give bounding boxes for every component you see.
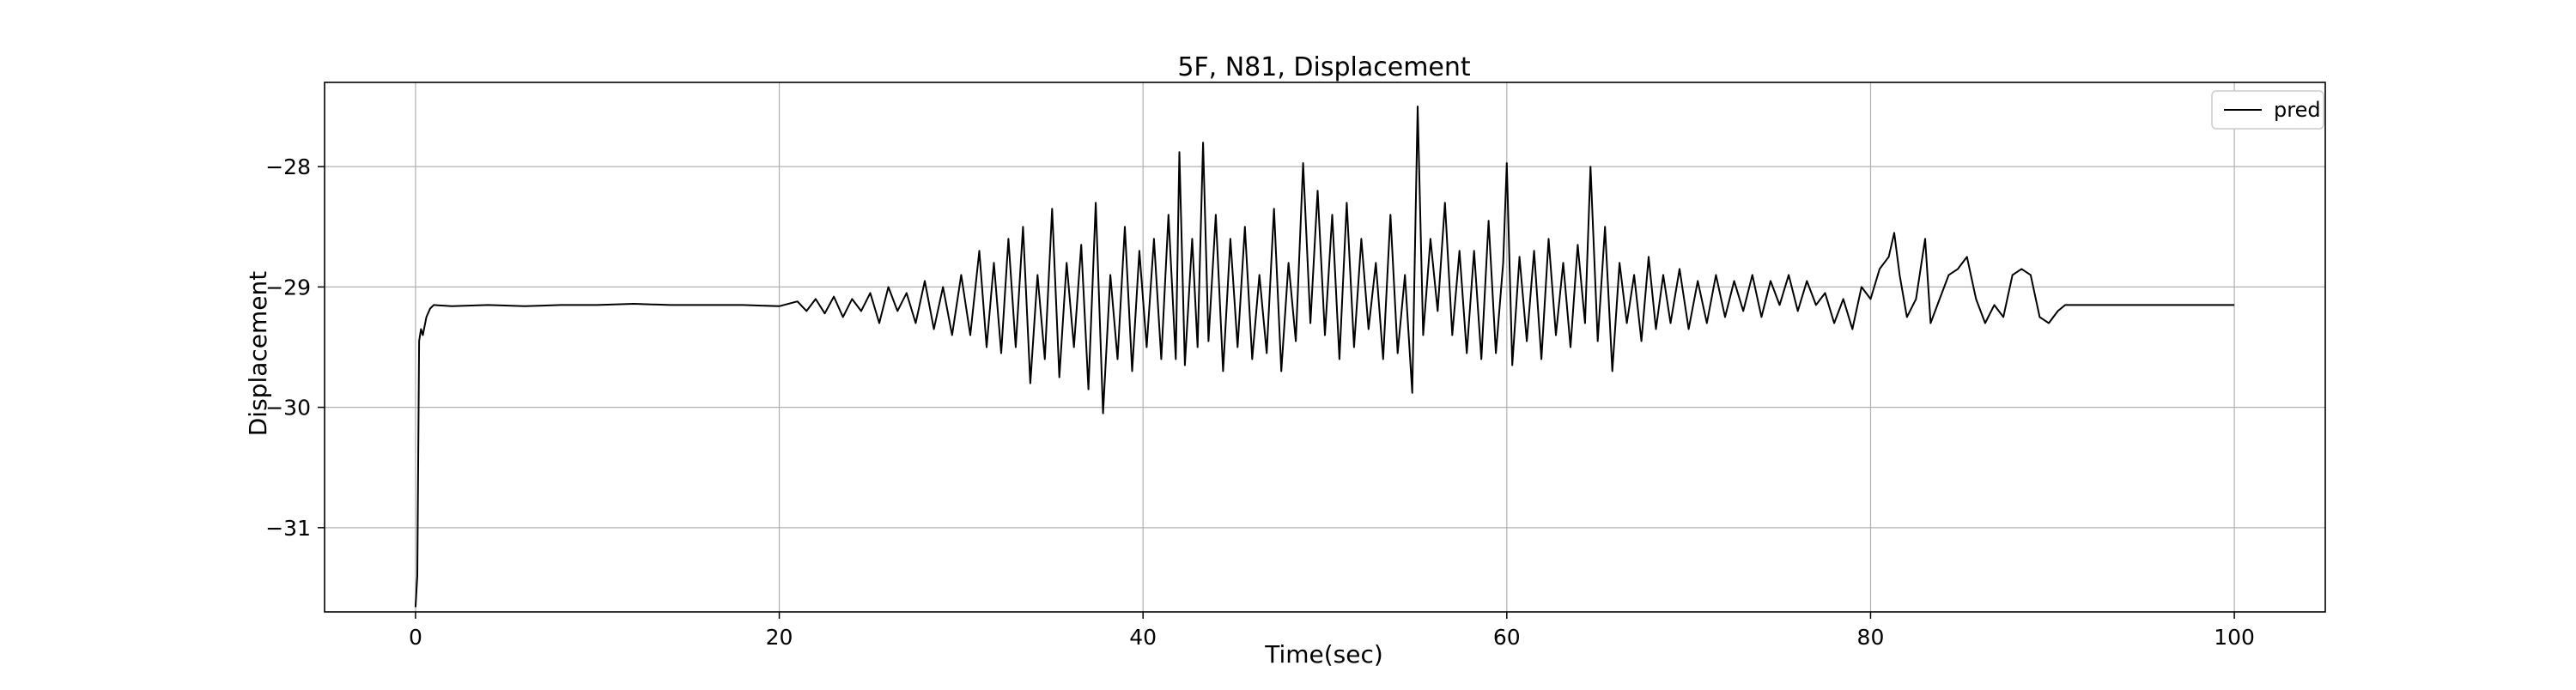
series-layer	[414, 106, 2235, 608]
y-tick-label--30: −30	[265, 396, 311, 421]
legend-label-pred: pred	[2274, 98, 2321, 122]
x-tick-label-40: 40	[1129, 625, 1157, 650]
legend-box	[2211, 90, 2324, 130]
legend: pred	[2211, 90, 2324, 130]
plot-frame	[324, 82, 2326, 613]
series-line-pred	[414, 106, 2235, 608]
y-tick-label--28: −28	[265, 154, 311, 179]
chart-title: 5F, N81, Displacement	[1177, 52, 1471, 82]
y-axis-label: Displacement	[244, 271, 272, 437]
x-tick-label-80: 80	[1857, 625, 1885, 650]
grid-layer	[325, 82, 2325, 612]
ticks-layer: 0 20 40 60 80 100 −31 −30 −29 −28	[265, 154, 2255, 650]
x-tick-label-20: 20	[766, 625, 793, 650]
x-tick-label-60: 60	[1493, 625, 1521, 650]
x-tick-label-100: 100	[2214, 625, 2255, 650]
x-tick-label-0: 0	[409, 625, 422, 650]
x-axis-label: Time(sec)	[1264, 640, 1383, 669]
y-tick-label--29: −29	[265, 275, 311, 300]
y-tick-label--31: −31	[265, 516, 311, 541]
